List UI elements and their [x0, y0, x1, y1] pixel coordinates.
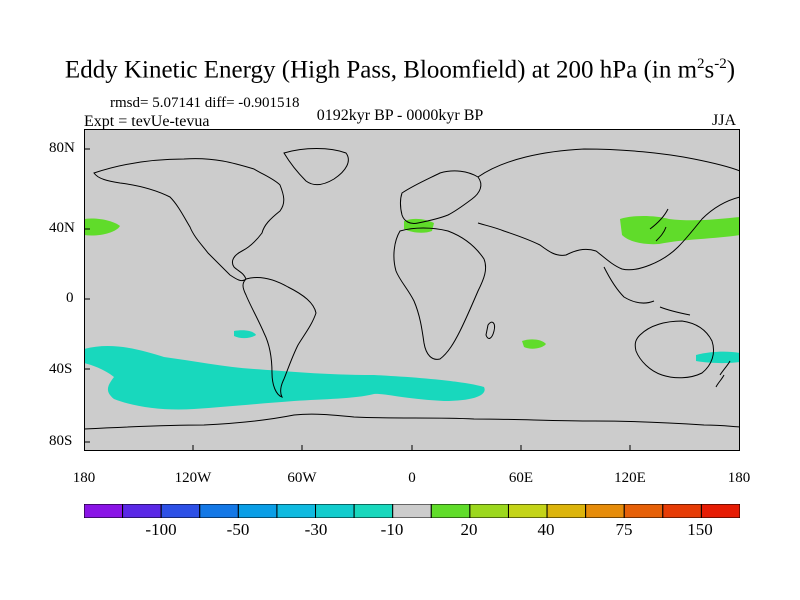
lon-label-60w: 60W	[287, 470, 317, 486]
colorbar-label-6: 40	[537, 520, 555, 539]
colorbar-box	[237, 504, 278, 518]
coast-north-america	[93, 158, 285, 282]
colorbar-box	[122, 504, 162, 518]
coast-madagascar	[485, 321, 495, 339]
colorbar-label-2: -50	[226, 520, 250, 539]
australia-east-negative	[696, 351, 740, 364]
colorbar-box	[160, 504, 201, 518]
colorbar-box	[84, 504, 124, 518]
colorbar-label-3: -30	[304, 520, 328, 539]
east-asia-positive	[620, 216, 740, 245]
lon-label-120e: 120E	[614, 470, 646, 486]
colorbar-box	[199, 504, 239, 518]
lat-label-80n: 80N	[49, 140, 75, 156]
lat-label-80s: 80S	[49, 433, 73, 449]
coast-antarctica	[84, 413, 740, 430]
stats-text: rmsd= 5.07141 diff= -0.901518	[110, 95, 300, 111]
map-panel	[84, 129, 740, 451]
lon-label-180w: 180	[72, 470, 96, 486]
lat-label-40n: 40N	[49, 220, 75, 236]
lon-label-60e: 60E	[508, 470, 534, 486]
lon-label-120w: 120W	[174, 470, 212, 486]
colorbar-box	[430, 504, 471, 518]
lat-label-0: 0	[66, 290, 74, 306]
colorbar-box	[623, 504, 664, 518]
colorbar-box	[276, 504, 317, 518]
coast-europe	[400, 170, 482, 224]
coast-asia	[477, 148, 740, 271]
coast-greenland	[283, 148, 349, 186]
colorbar-box	[469, 504, 509, 518]
mediterranean-positive	[404, 218, 434, 233]
south-pacific-patch	[234, 330, 256, 339]
colorbar-label-4: -10	[380, 520, 404, 539]
colorbar-box	[662, 504, 702, 518]
colorbar-box	[392, 504, 432, 518]
coast-japan	[649, 208, 669, 242]
colorbar	[84, 504, 740, 518]
colorbar-box	[585, 504, 625, 518]
coast-south-america	[242, 276, 317, 398]
colorbar-box	[507, 504, 548, 518]
colorbar-label-1: -100	[145, 520, 177, 539]
season-label: JJA	[712, 112, 737, 129]
colorbar-box	[546, 504, 587, 518]
pacific-west-positive	[84, 218, 120, 236]
colorbar-box	[315, 504, 355, 518]
coast-australia	[634, 320, 715, 379]
colorbar-box	[353, 504, 394, 518]
coastlines	[84, 148, 740, 430]
period-label: 0192kyr BP - 0000kyr BP	[316, 107, 484, 124]
lon-label-180e: 180	[727, 470, 751, 486]
figure-title: Eddy Kinetic Energy (High Pass, Bloomfie…	[64, 56, 736, 84]
lat-label-40s: 40S	[49, 361, 73, 377]
coast-new-zealand	[715, 360, 731, 388]
experiment-label: Expt = tevUe-tevua	[84, 113, 210, 130]
positive-anomalies	[84, 216, 740, 349]
indian-ocean-positive	[522, 339, 546, 349]
coast-se-asia	[603, 266, 691, 316]
colorbar-box	[700, 504, 740, 518]
lon-label-0: 0	[408, 470, 416, 486]
coast-africa	[393, 227, 487, 360]
colorbar-label-5: 20	[460, 520, 478, 539]
colorbar-label-7: 75	[615, 520, 633, 539]
map-ticks	[84, 148, 631, 451]
colorbar-label-8: 150	[687, 520, 713, 539]
